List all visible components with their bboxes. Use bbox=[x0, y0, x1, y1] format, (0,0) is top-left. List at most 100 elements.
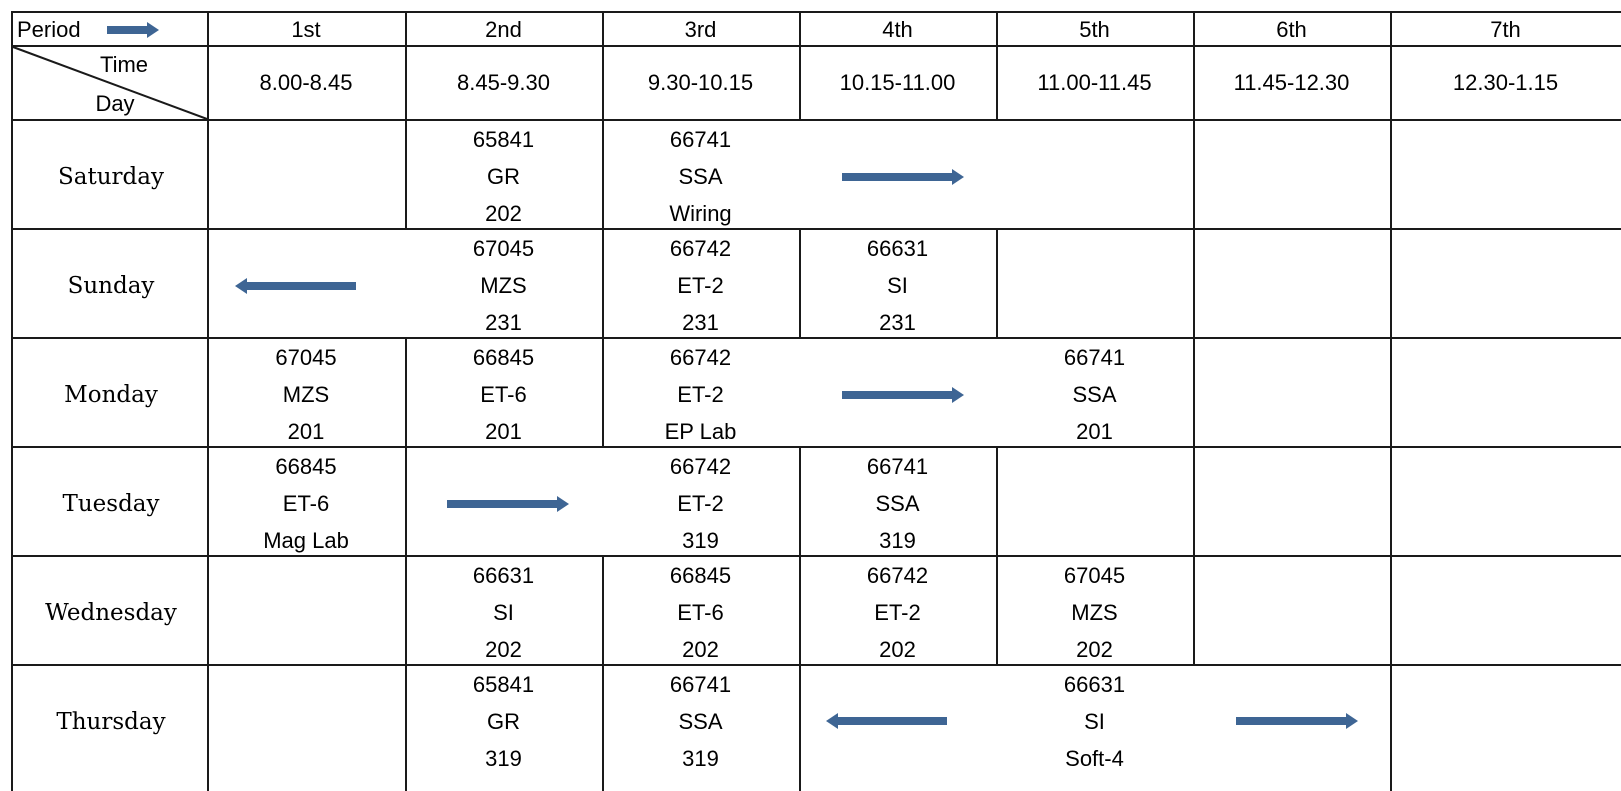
header-column-divider bbox=[405, 11, 407, 120]
period-6-heading: 6th bbox=[1276, 17, 1307, 42]
wednesday-room: 202 bbox=[1076, 636, 1113, 662]
tuesday-course-code: 66742 bbox=[669, 453, 732, 479]
tuesday-room: 319 bbox=[682, 527, 719, 553]
wednesday-course-teacher: MZS bbox=[1071, 599, 1118, 625]
day-label-wednesday: Wednesday bbox=[45, 599, 177, 626]
monday-course-code: 66845 bbox=[472, 344, 535, 370]
cell-divider bbox=[602, 337, 604, 446]
header-column-divider bbox=[996, 11, 998, 120]
tuesday-course-code: 66741 bbox=[866, 453, 929, 479]
day-label-tuesday: Tuesday bbox=[62, 490, 160, 517]
monday-room: EP Lab bbox=[664, 418, 737, 444]
col-7-border bbox=[1390, 11, 1392, 791]
day-row-divider bbox=[11, 446, 1621, 448]
table-top-border bbox=[11, 11, 1621, 13]
wednesday-course-code: 67045 bbox=[1063, 562, 1126, 588]
time-slot-1: 8.00-8.45 bbox=[259, 70, 353, 95]
sunday-course-teacher: SI bbox=[887, 272, 908, 298]
cell-divider bbox=[602, 664, 604, 791]
time-slot-7: 12.30-1.15 bbox=[1452, 70, 1559, 95]
saturday-continue-arrow-icon bbox=[842, 168, 964, 185]
wednesday-course-teacher: SI bbox=[493, 599, 514, 625]
wednesday-room: 202 bbox=[485, 636, 522, 662]
time-slot-4: 10.15-11.00 bbox=[839, 70, 956, 95]
wednesday-room: 202 bbox=[682, 636, 719, 662]
cell-divider bbox=[799, 446, 801, 555]
monday-course-code: 66742 bbox=[669, 344, 732, 370]
saturday-room: 202 bbox=[485, 200, 522, 226]
monday-room: 201 bbox=[1076, 418, 1113, 444]
saturday-course-code: 66741 bbox=[669, 126, 732, 152]
tuesday-course-code: 66845 bbox=[275, 453, 337, 479]
cell-divider bbox=[1193, 228, 1195, 337]
cell-divider bbox=[799, 664, 801, 791]
day-label-thursday: Thursday bbox=[56, 708, 166, 735]
day-label-monday: Monday bbox=[64, 381, 158, 408]
cell-divider bbox=[996, 555, 998, 664]
table-left-border bbox=[11, 11, 13, 791]
cell-divider bbox=[1193, 555, 1195, 664]
cell-divider bbox=[1193, 446, 1195, 555]
thursday-course-code: 66741 bbox=[669, 671, 732, 697]
sunday-course-code: 66631 bbox=[866, 235, 929, 261]
cell-divider bbox=[405, 446, 407, 555]
time-slot-2: 8.45-9.30 bbox=[457, 70, 550, 95]
thursday-right-arrow-icon bbox=[1236, 712, 1358, 729]
tuesday-continue-arrow-icon bbox=[447, 495, 569, 512]
tuesday-room: Mag Lab bbox=[263, 527, 349, 553]
thursday-left-arrow-icon bbox=[826, 712, 947, 729]
time-slot-6: 11.45-12.30 bbox=[1233, 70, 1350, 95]
cell-divider bbox=[1193, 337, 1195, 446]
header-column-divider bbox=[1193, 11, 1195, 120]
monday-room: 201 bbox=[287, 418, 325, 444]
day-header-label: Day bbox=[95, 91, 135, 116]
day-column-border bbox=[207, 11, 209, 791]
monday-room: 201 bbox=[485, 418, 522, 444]
monday-course-code: 66741 bbox=[1063, 344, 1126, 370]
sunday-course-teacher: MZS bbox=[480, 272, 527, 298]
day-row-divider bbox=[11, 664, 1621, 666]
thursday-course-teacher: GR bbox=[487, 708, 520, 734]
cell-divider bbox=[405, 119, 407, 228]
period-5-heading: 5th bbox=[1079, 17, 1110, 42]
sunday-course-teacher: ET-2 bbox=[677, 272, 724, 298]
thursday-course-code: 66631 bbox=[1063, 671, 1126, 697]
cell-divider bbox=[602, 119, 604, 228]
wednesday-course-teacher: ET-6 bbox=[677, 599, 724, 625]
cell-divider bbox=[996, 446, 998, 555]
tuesday-course-teacher: SSA bbox=[875, 490, 920, 516]
saturday-course-teacher: GR bbox=[487, 163, 520, 189]
wednesday-course-code: 66631 bbox=[472, 562, 535, 588]
header-row-divider bbox=[11, 45, 1621, 47]
saturday-room: Wiring bbox=[669, 200, 732, 226]
header-bottom-border bbox=[11, 119, 1621, 121]
cell-divider bbox=[799, 228, 801, 337]
cell-divider bbox=[602, 555, 604, 664]
time-slot-3: 9.30-10.15 bbox=[647, 70, 754, 95]
thursday-course-code: 65841 bbox=[472, 671, 535, 697]
wednesday-course-teacher: ET-2 bbox=[874, 599, 921, 625]
monday-course-teacher: MZS bbox=[282, 381, 330, 407]
period-4-heading: 4th bbox=[882, 17, 913, 42]
cell-divider bbox=[405, 664, 407, 791]
day-row-divider bbox=[11, 228, 1621, 230]
day-label-saturday: Saturday bbox=[58, 163, 164, 190]
monday-course-teacher: SSA bbox=[1072, 381, 1117, 407]
time-header-label: Time bbox=[99, 52, 149, 77]
wednesday-course-code: 66845 bbox=[669, 562, 732, 588]
tuesday-room: 319 bbox=[879, 527, 916, 553]
corner-diagonal-line bbox=[12, 46, 207, 119]
sunday-continue-arrow-icon bbox=[235, 277, 356, 294]
cell-divider bbox=[405, 555, 407, 664]
day-label-sunday: Sunday bbox=[67, 272, 155, 299]
wednesday-course-code: 66742 bbox=[866, 562, 929, 588]
sunday-room: 231 bbox=[682, 309, 719, 335]
period-arrow-icon bbox=[107, 22, 159, 38]
thursday-room: 319 bbox=[485, 745, 522, 771]
thursday-course-teacher: SI bbox=[1084, 708, 1105, 734]
period-1-heading: 1st bbox=[291, 17, 321, 42]
header-column-divider bbox=[602, 11, 604, 120]
period-3-heading: 3rd bbox=[684, 17, 717, 42]
header-column-divider bbox=[799, 11, 801, 120]
